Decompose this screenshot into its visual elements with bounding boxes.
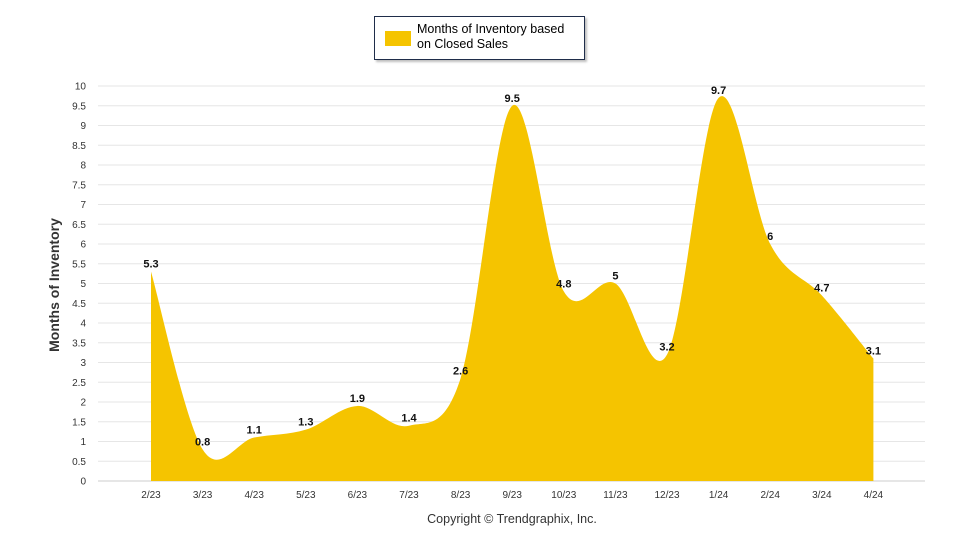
y-tick-label: 5.5 [72,259,86,270]
y-tick-label: 7 [80,200,86,211]
x-tick-label: 3/23 [193,490,213,501]
y-tick-label: 0 [80,477,86,488]
y-tick-label: 6.5 [72,220,86,231]
y-tick-label: 7.5 [72,180,86,191]
y-tick-label: 10 [75,82,87,93]
y-tick-label: 2.5 [72,378,86,389]
data-label: 1.4 [401,413,417,425]
x-tick-label: 10/23 [551,490,576,501]
axes: 0 0.5 1 1.5 2 2.5 3 3.5 4 4.5 5 5.5 6 6.5 7 7.5 8 8.5 9 9.5… [72,82,883,502]
legend-label: Months of Inventory based on Closed Sale… [417,22,565,51]
x-tick-label: 6/23 [348,490,368,501]
data-labels: 5.3 0.8 1.1 1.3 1.9 1.4 2.6 9.5 4.8 5 3.2 9.7 6 4.7 3.… [143,85,881,449]
x-tick-label: 3/24 [812,490,832,501]
x-tick-label: 4/24 [864,490,884,501]
data-label: 1.3 [298,417,313,429]
area-fill [151,96,874,482]
y-tick-label: 0.5 [72,457,86,468]
y-tick-label: 4.5 [72,299,86,310]
y-tick-label: 1.5 [72,417,86,428]
y-tick-label: 3.5 [72,338,86,349]
y-tick-label: 6 [80,240,86,251]
data-label: 5 [612,271,618,283]
x-tick-label: 2/23 [141,490,161,501]
x-tick-label: 1/24 [709,490,729,501]
y-tick-label: 3 [80,358,86,369]
y-tick-label: 8.5 [72,141,86,152]
y-tick-label: 9 [80,121,86,132]
y-tick-label: 8 [80,161,86,172]
y-tick-label: 2 [80,398,86,409]
data-label: 0.8 [195,436,210,448]
legend-swatch [385,31,411,46]
data-label: 9.5 [505,93,520,105]
x-tick-label: 8/23 [451,490,471,501]
y-tick-label: 9.5 [72,101,86,112]
y-axis-title: Months of Inventory [46,218,62,352]
data-label: 3.2 [659,342,674,354]
area-series [151,96,874,482]
x-tick-label: 7/23 [399,490,419,501]
data-label: 9.7 [711,85,726,97]
data-label: 4.7 [814,282,829,294]
x-tick-label: 2/24 [760,490,780,501]
data-label: 6 [767,231,773,243]
x-tick-label: 9/23 [502,490,522,501]
x-tick-label: 11/23 [603,490,628,501]
y-tick-label: 5 [80,279,86,290]
data-label: 1.9 [350,393,365,405]
data-label: 2.6 [453,365,468,377]
x-tick-label: 12/23 [654,490,679,501]
x-tick-label: 4/23 [244,490,264,501]
y-tick-label: 4 [80,319,86,330]
y-tick-label: 1 [80,437,86,448]
legend: Months of Inventory based on Closed Sale… [374,16,585,60]
data-label: 3.1 [866,346,881,358]
data-label: 5.3 [143,259,158,271]
x-tick-label: 5/23 [296,490,316,501]
data-label: 4.8 [556,278,571,290]
data-label: 1.1 [247,425,262,437]
copyright-text: Copyright © Trendgraphix, Inc. [427,512,597,526]
